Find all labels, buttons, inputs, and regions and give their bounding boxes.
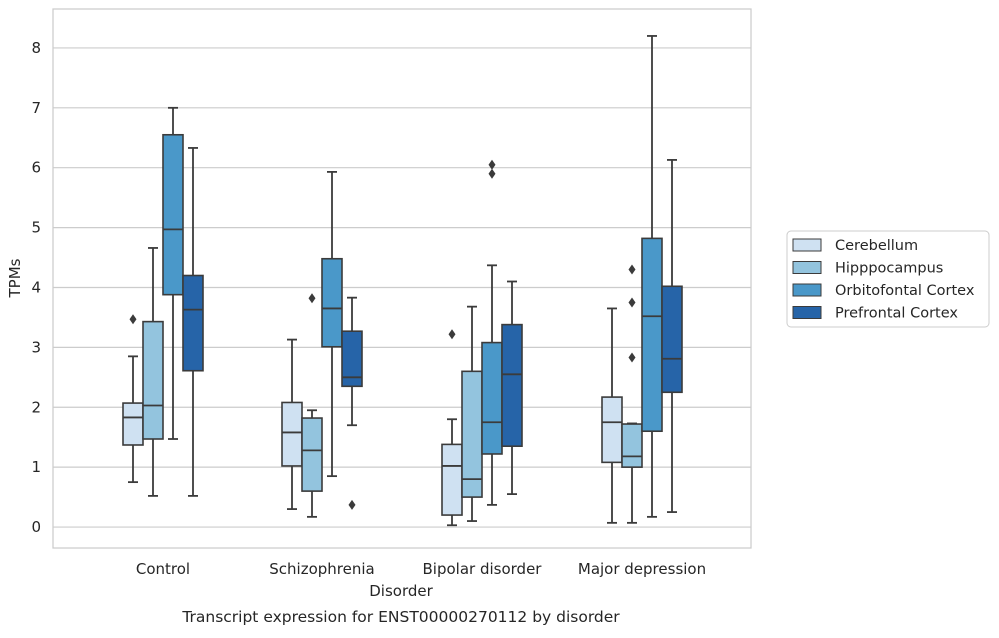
legend-label: Orbitofontal Cortex — [835, 283, 975, 299]
legend-swatch — [792, 306, 822, 319]
box-body — [281, 401, 303, 467]
y-tick-label: 5 — [31, 219, 41, 237]
outlier-point — [488, 168, 496, 179]
legend-frame — [786, 230, 990, 328]
box-prefrontal-cortex — [501, 280, 523, 496]
x-tick-label: Major depression — [578, 560, 706, 578]
box-body — [601, 396, 623, 464]
box-body — [182, 274, 204, 372]
box-prefrontal-cortex — [661, 159, 683, 513]
x-axis-label: Disorder — [369, 582, 433, 600]
legend-swatch — [792, 261, 822, 274]
box-body — [441, 443, 463, 516]
outlier-point — [308, 293, 316, 304]
legend-label: Hipppocampus — [835, 261, 943, 277]
outlier-point — [448, 329, 456, 340]
y-tick-label: 6 — [31, 159, 41, 177]
outlier-point — [348, 499, 356, 510]
x-tick-label: Schizophrenia — [269, 560, 374, 578]
box-cerebellum — [122, 314, 144, 484]
y-tick-label: 8 — [31, 39, 41, 57]
box-body — [641, 237, 663, 433]
box-cerebellum — [281, 338, 303, 510]
x-axis-ticks: Control Schizophrenia Bipolar disorder Majo… — [136, 560, 706, 578]
outlier-point — [628, 297, 636, 308]
y-tick-label: 7 — [31, 99, 41, 117]
y-tick-label: 1 — [31, 458, 41, 476]
box-body — [661, 285, 683, 394]
legend-swatch — [792, 283, 822, 297]
box-cerebellum — [601, 307, 623, 524]
x-tick-label: Control — [136, 560, 190, 578]
box-body — [621, 423, 643, 468]
box-prefrontal-cortex — [341, 296, 363, 510]
y-tick-label: 0 — [31, 518, 41, 536]
box-body — [142, 320, 164, 440]
box-orbitofontal-cortex — [481, 159, 503, 506]
legend-label: Prefrontal Cortex — [835, 306, 958, 322]
box-hipppocampus — [461, 305, 483, 522]
box-body — [122, 402, 144, 446]
x-tick-label: Bipolar disorder — [423, 560, 543, 578]
legend-label: Cerebellum — [835, 238, 918, 254]
box-hipppocampus — [621, 264, 643, 524]
outlier-point — [628, 352, 636, 363]
plot-frame — [52, 8, 752, 549]
box-body — [162, 133, 184, 296]
box-body — [321, 257, 343, 348]
box-hipppocampus — [142, 247, 164, 497]
outlier-point — [488, 159, 496, 170]
box-body — [341, 330, 363, 388]
figure-caption: Transcript expression for ENST0000027011… — [181, 608, 620, 626]
box-orbitofontal-cortex — [321, 170, 343, 478]
box-body — [301, 417, 323, 492]
outlier-point — [129, 314, 137, 325]
legend-swatch — [792, 238, 822, 252]
box-plot-area — [122, 35, 683, 527]
box-prefrontal-cortex — [182, 147, 204, 497]
y-tick-label: 4 — [31, 278, 41, 296]
legend: Cerebellum Hipppocampus Orbitofontal Corte… — [786, 230, 990, 328]
y-tick-label: 3 — [31, 338, 41, 356]
box-body — [481, 341, 503, 455]
box-cerebellum — [441, 329, 463, 527]
box-orbitofontal-cortex — [162, 106, 184, 440]
box-body — [501, 323, 523, 447]
y-tick-label: 2 — [31, 398, 41, 416]
y-axis-ticks: 0 1 2 3 4 5 6 7 8 — [31, 39, 41, 536]
y-axis-label: TPMs — [6, 258, 24, 298]
box-orbitofontal-cortex — [641, 35, 663, 518]
outlier-point — [628, 264, 636, 275]
box-hipppocampus — [301, 293, 323, 518]
